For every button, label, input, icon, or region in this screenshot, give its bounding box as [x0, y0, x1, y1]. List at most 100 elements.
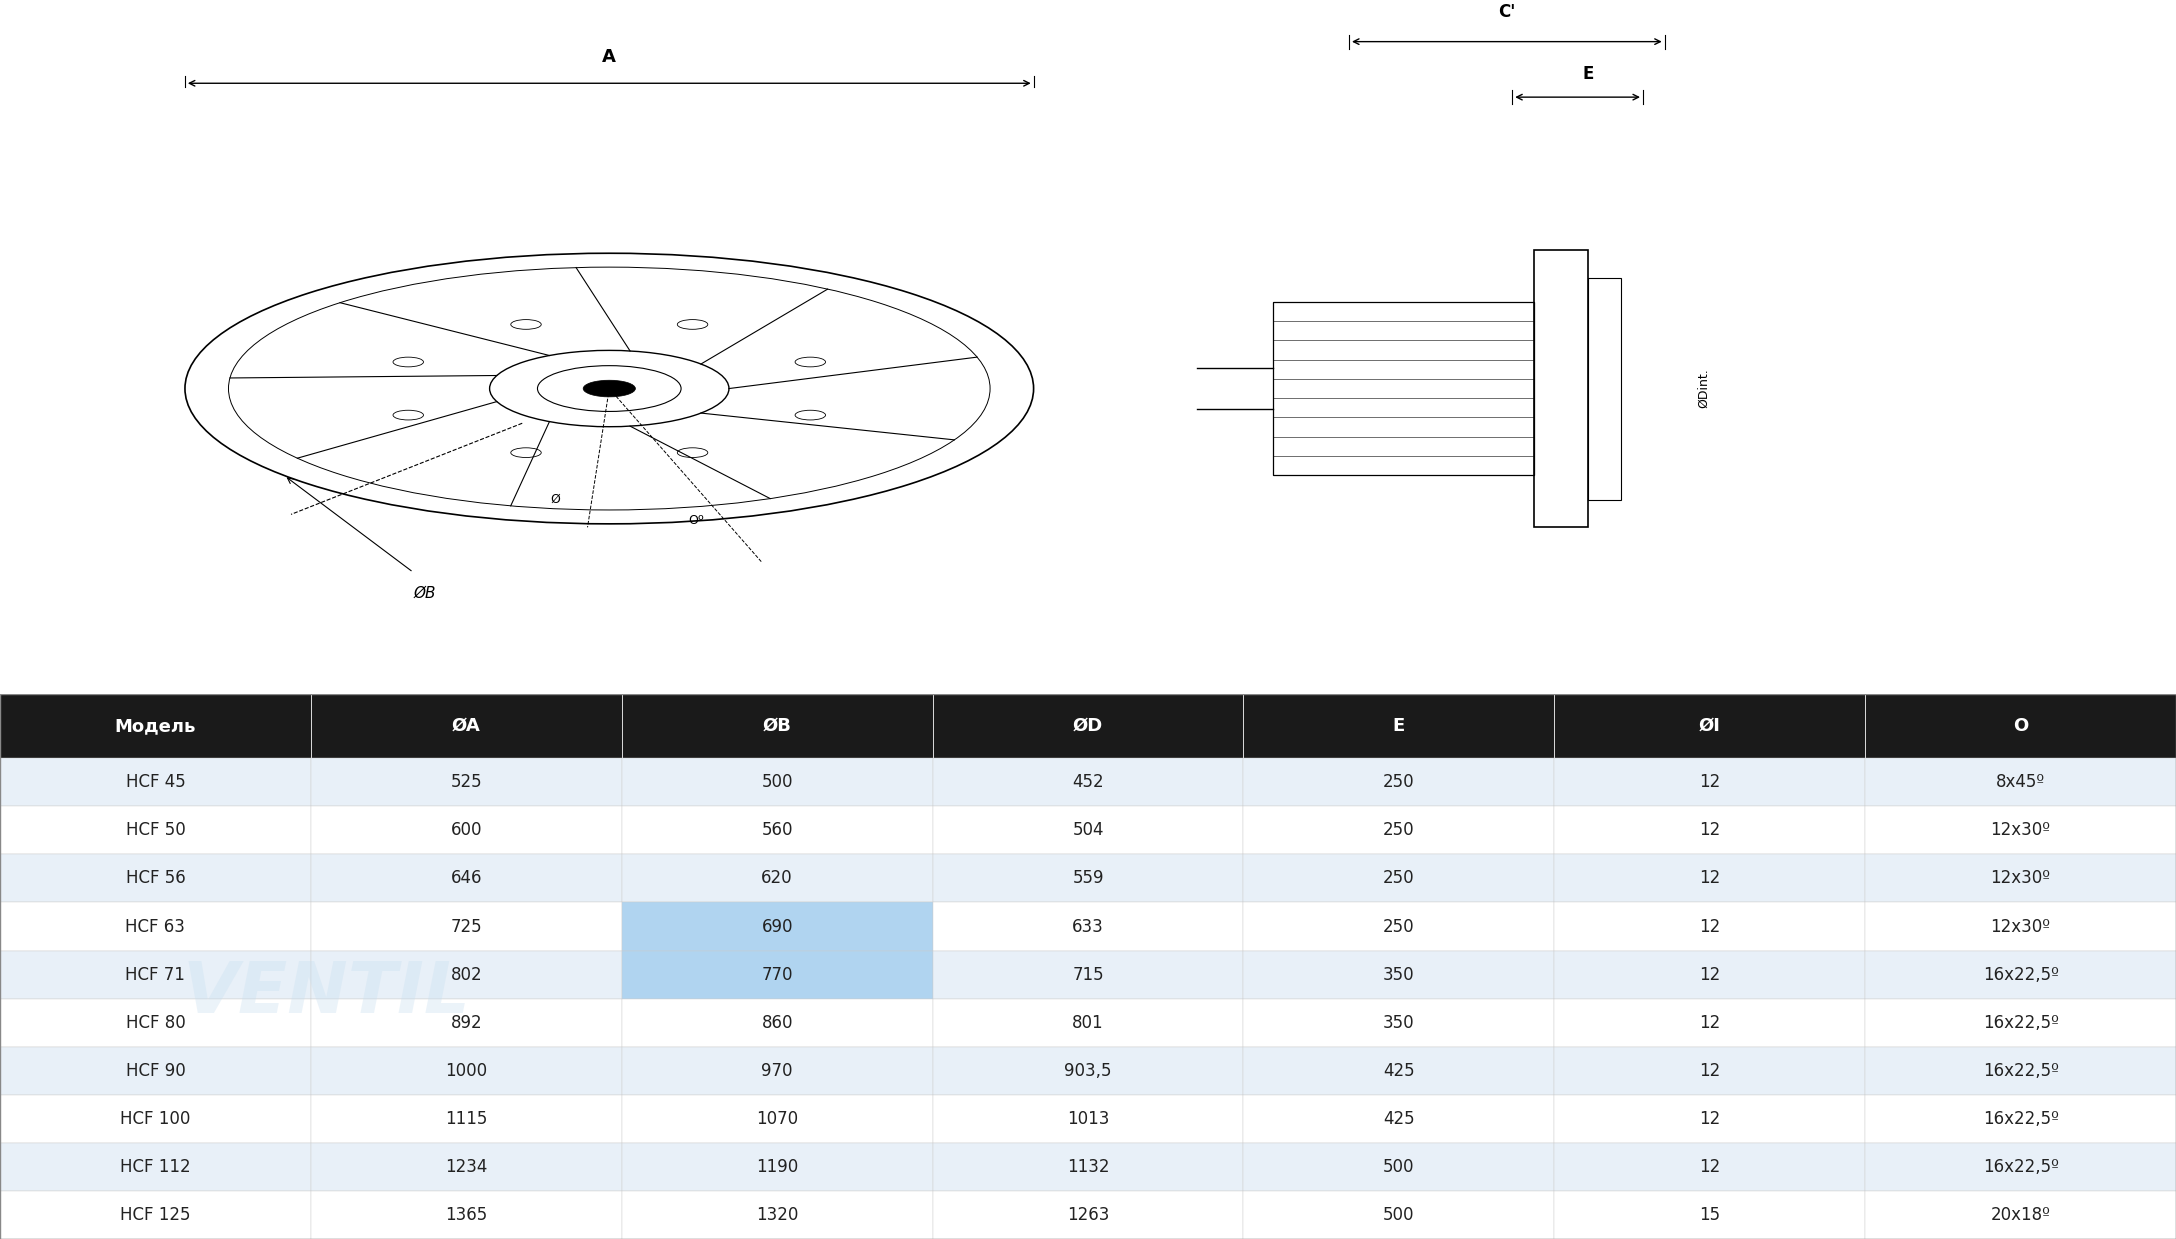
- Text: 1132: 1132: [1066, 1158, 1110, 1176]
- Bar: [1242, 1095, 1554, 1142]
- Text: 892: 892: [450, 1014, 483, 1032]
- Text: 725: 725: [450, 918, 483, 935]
- Text: 250: 250: [1384, 821, 1414, 839]
- Text: 500: 500: [1384, 1158, 1414, 1176]
- Text: 1190: 1190: [755, 1158, 799, 1176]
- Text: 452: 452: [1073, 773, 1103, 792]
- Text: HCF 100: HCF 100: [120, 1110, 191, 1127]
- Bar: [311, 855, 622, 902]
- Text: 16x22,5º: 16x22,5º: [1982, 965, 2058, 984]
- Bar: [311, 758, 622, 807]
- Text: 12x30º: 12x30º: [1991, 870, 2050, 887]
- Bar: [622, 902, 934, 950]
- Text: HCF 112: HCF 112: [120, 1158, 191, 1176]
- Text: 250: 250: [1384, 773, 1414, 792]
- Bar: [1554, 1191, 1865, 1239]
- Text: 8x45º: 8x45º: [1995, 773, 2045, 792]
- Bar: [1242, 855, 1554, 902]
- Bar: [934, 855, 1242, 902]
- Bar: [1242, 1142, 1554, 1191]
- Text: 860: 860: [762, 1014, 792, 1032]
- Bar: [934, 1095, 1242, 1142]
- Text: HCF 80: HCF 80: [126, 1014, 185, 1032]
- Bar: [622, 950, 934, 999]
- Text: 559: 559: [1073, 870, 1103, 887]
- Bar: [622, 1191, 934, 1239]
- Text: 1013: 1013: [1066, 1110, 1110, 1127]
- Bar: [1242, 694, 1554, 758]
- Text: ØD: ØD: [1073, 717, 1103, 735]
- Bar: [1588, 278, 1621, 499]
- Bar: [1865, 855, 2176, 902]
- Text: Oº: Oº: [688, 514, 705, 527]
- Bar: [311, 902, 622, 950]
- Text: HCF 50: HCF 50: [126, 821, 185, 839]
- Bar: [934, 999, 1242, 1047]
- Text: 504: 504: [1073, 821, 1103, 839]
- Text: 525: 525: [450, 773, 483, 792]
- Text: Модель: Модель: [115, 717, 196, 735]
- Text: 1320: 1320: [755, 1206, 799, 1224]
- Bar: [1242, 950, 1554, 999]
- Text: 350: 350: [1384, 965, 1414, 984]
- Text: 250: 250: [1384, 870, 1414, 887]
- Bar: [1273, 302, 1534, 476]
- Bar: [0, 950, 311, 999]
- Text: 500: 500: [1384, 1206, 1414, 1224]
- Bar: [1865, 758, 2176, 807]
- Text: 560: 560: [762, 821, 792, 839]
- Text: 12: 12: [1699, 1014, 1721, 1032]
- Bar: [311, 1191, 622, 1239]
- Bar: [0, 999, 311, 1047]
- Bar: [1865, 807, 2176, 855]
- Text: 12: 12: [1699, 918, 1721, 935]
- Text: ØB: ØB: [413, 586, 435, 601]
- Bar: [1534, 250, 1588, 528]
- Bar: [934, 807, 1242, 855]
- Text: 250: 250: [1384, 918, 1414, 935]
- Text: 16x22,5º: 16x22,5º: [1982, 1062, 2058, 1079]
- Bar: [311, 694, 622, 758]
- Bar: [1554, 902, 1865, 950]
- Text: O: O: [2013, 717, 2028, 735]
- Text: 715: 715: [1073, 965, 1103, 984]
- Bar: [311, 807, 622, 855]
- Bar: [1865, 950, 2176, 999]
- Bar: [934, 902, 1242, 950]
- Bar: [1865, 1191, 2176, 1239]
- Bar: [0, 855, 311, 902]
- Bar: [1554, 1095, 1865, 1142]
- Text: 802: 802: [450, 965, 483, 984]
- Text: ØA: ØA: [453, 717, 481, 735]
- Text: ØB: ØB: [764, 717, 792, 735]
- Bar: [1865, 1095, 2176, 1142]
- Text: 1365: 1365: [446, 1206, 487, 1224]
- Bar: [934, 1142, 1242, 1191]
- Bar: [1865, 902, 2176, 950]
- Text: 425: 425: [1384, 1110, 1414, 1127]
- Bar: [1554, 950, 1865, 999]
- Text: E: E: [1582, 66, 1595, 83]
- Circle shape: [583, 380, 635, 396]
- Bar: [1554, 758, 1865, 807]
- Text: HCF 56: HCF 56: [126, 870, 185, 887]
- Text: 12: 12: [1699, 1062, 1721, 1079]
- Bar: [1865, 1047, 2176, 1095]
- Text: 1115: 1115: [446, 1110, 487, 1127]
- Bar: [934, 694, 1242, 758]
- Bar: [0, 1142, 311, 1191]
- Text: E: E: [1393, 717, 1406, 735]
- Bar: [622, 999, 934, 1047]
- Bar: [1865, 694, 2176, 758]
- Text: ØI: ØI: [1699, 717, 1721, 735]
- Bar: [0, 694, 311, 758]
- Bar: [622, 1047, 934, 1095]
- Text: 690: 690: [762, 918, 792, 935]
- Text: 646: 646: [450, 870, 483, 887]
- Bar: [311, 999, 622, 1047]
- Bar: [622, 694, 934, 758]
- Text: 16x22,5º: 16x22,5º: [1982, 1158, 2058, 1176]
- Bar: [1242, 1191, 1554, 1239]
- Bar: [1242, 758, 1554, 807]
- Bar: [1865, 1142, 2176, 1191]
